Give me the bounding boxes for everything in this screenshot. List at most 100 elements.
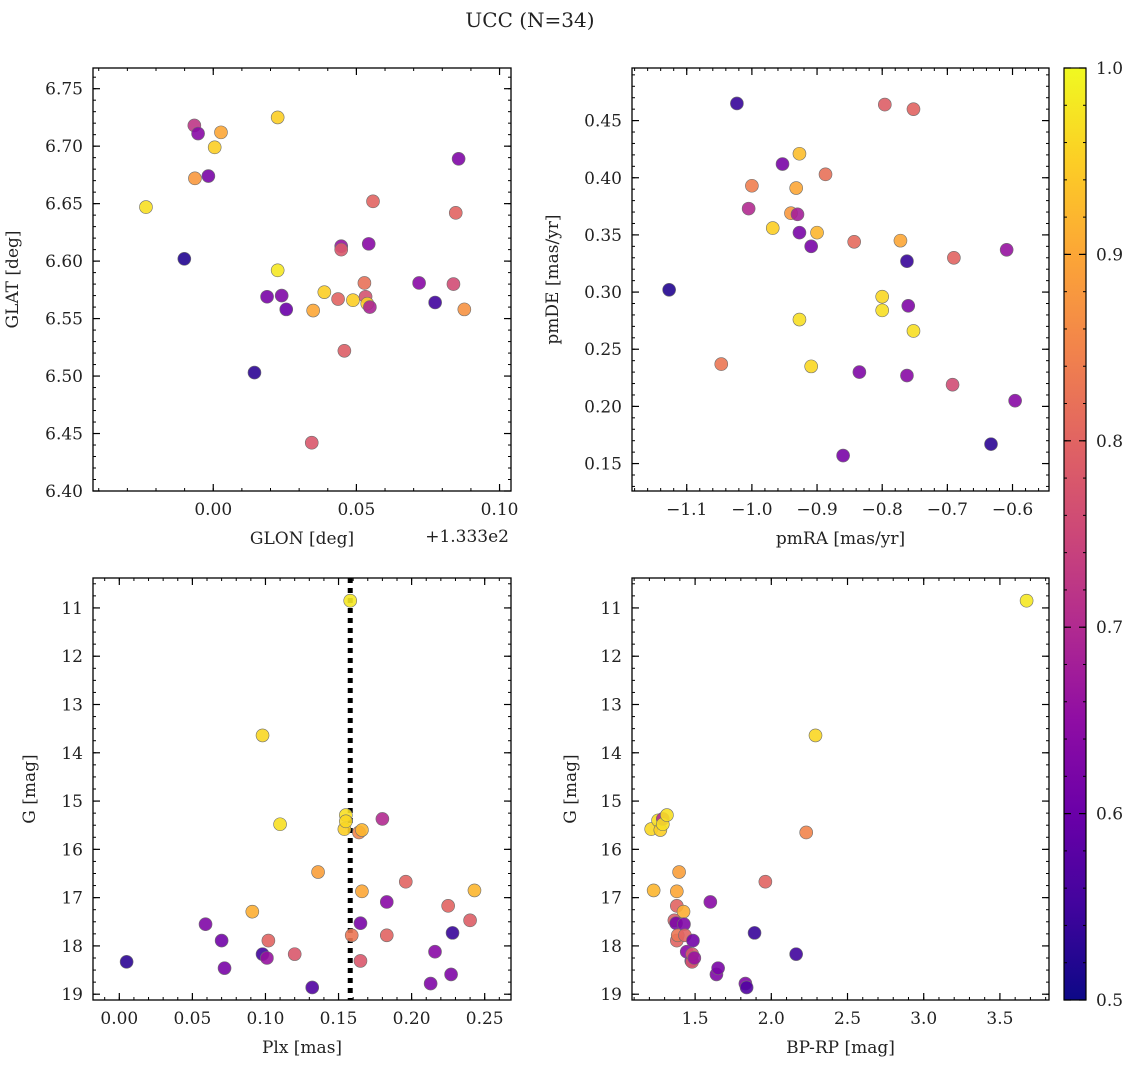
- x-tick-label: 1.5: [682, 1009, 709, 1029]
- y-tick-label: 6.40: [45, 482, 83, 502]
- data-point: [445, 926, 460, 940]
- y-tick-label: 0.45: [584, 112, 622, 132]
- x-tick-label: 0.10: [247, 1009, 285, 1029]
- data-point: [747, 926, 762, 940]
- data-point: [730, 96, 744, 111]
- y-tick-label: 13: [600, 696, 622, 716]
- data-point: [188, 171, 202, 186]
- x-tick-label: −0.6: [992, 500, 1033, 520]
- data-point: [446, 277, 461, 291]
- data-point: [363, 300, 377, 314]
- y-tick-label: 11: [61, 599, 83, 619]
- panel-pmra-pmde: −1.1 −1.0 −0.9 −0.8 −0.7 −0.6 0.15 0.20 0.25 0.30…: [543, 67, 1050, 549]
- data-point: [119, 955, 134, 969]
- data-point: [270, 263, 285, 278]
- data-point: [875, 303, 890, 318]
- data-point: [379, 895, 394, 909]
- data-point: [875, 289, 890, 304]
- x-tick-label: 2.5: [834, 1009, 861, 1029]
- y-axis-label: G [mag]: [561, 754, 581, 823]
- data-point: [901, 298, 916, 313]
- data-point: [217, 961, 232, 975]
- data-point: [191, 126, 205, 141]
- y-tick-label: 0.30: [584, 283, 622, 303]
- x-tick-label: 0.00: [194, 500, 232, 520]
- colorbar: 0.5 0.6 0.7 0.8 0.9 1.0: [1063, 59, 1123, 1011]
- data-point: [260, 289, 274, 304]
- data-point: [375, 812, 390, 826]
- data-point: [306, 303, 320, 318]
- x-axis-label: GLON [deg]: [250, 529, 354, 549]
- data-point: [792, 146, 807, 161]
- y-tick-label: 0.25: [584, 340, 622, 360]
- data-point: [687, 951, 702, 965]
- colorbar-tick-label: 0.5: [1096, 991, 1123, 1011]
- x-tick-label: 3.5: [986, 1009, 1013, 1029]
- data-point: [331, 292, 345, 306]
- data-point: [245, 904, 260, 919]
- y-tick-label: 16: [61, 840, 83, 860]
- data-point: [337, 343, 352, 358]
- x-tick-label: 0.20: [393, 1009, 431, 1029]
- x-tick-label: −1.0: [731, 500, 772, 520]
- x-tick-label: 0.05: [337, 500, 375, 520]
- y-axis-label: pmDE [mas/yr]: [543, 214, 563, 344]
- data-point: [741, 201, 756, 216]
- x-tick-label: −0.9: [796, 500, 837, 520]
- data-point: [451, 152, 466, 166]
- data-point: [344, 928, 359, 943]
- colorbar-gradient: [1063, 67, 1087, 1001]
- data-point: [139, 200, 153, 214]
- data-point: [818, 167, 833, 182]
- data-point: [457, 302, 472, 317]
- data-point: [366, 194, 380, 209]
- data-point: [945, 377, 960, 392]
- data-point: [361, 237, 376, 251]
- y-tick-label: 6.60: [45, 252, 83, 272]
- y-tick-label: 6.45: [45, 425, 83, 445]
- data-point: [847, 234, 861, 249]
- y-tick-label: 15: [61, 792, 83, 812]
- suptitle: UCC (N=34): [465, 8, 594, 32]
- data-point: [448, 206, 463, 220]
- data-point: [790, 207, 805, 222]
- data-point: [423, 976, 438, 991]
- data-point: [906, 102, 921, 116]
- y-tick-label: 19: [600, 985, 622, 1005]
- y-tick-label: 0.15: [584, 455, 622, 475]
- y-axis-label: G [mag]: [20, 754, 40, 823]
- y-tick-label: 18: [600, 937, 622, 957]
- data-point: [255, 728, 270, 743]
- data-point: [878, 97, 892, 112]
- y-tick-label: 6.50: [45, 367, 83, 387]
- data-point: [355, 823, 369, 837]
- data-point: [660, 808, 674, 822]
- y-tick-label: 17: [600, 889, 622, 909]
- data-point: [198, 917, 213, 931]
- x-tick-label: 3.0: [910, 1009, 937, 1029]
- data-point: [177, 252, 192, 266]
- data-point: [247, 365, 262, 380]
- y-tick-label: 18: [61, 937, 83, 957]
- y-tick-label: 17: [61, 889, 83, 909]
- data-point: [799, 825, 814, 840]
- data-point: [686, 933, 700, 948]
- data-point: [412, 276, 426, 290]
- colorbar-tick-label: 0.7: [1096, 618, 1123, 638]
- x-tick-label: −1.1: [666, 500, 707, 520]
- y-tick-label: 0.20: [584, 397, 622, 417]
- data-point: [334, 242, 349, 257]
- data-point: [789, 947, 803, 961]
- data-point: [463, 913, 477, 928]
- data-point: [201, 169, 216, 183]
- y-tick-label: 16: [600, 840, 622, 860]
- x-tick-label: 2.0: [758, 1009, 785, 1029]
- x-tick-label: −0.8: [862, 500, 903, 520]
- data-point: [893, 233, 908, 248]
- y-tick-label: 6.55: [45, 310, 83, 330]
- data-point: [311, 865, 325, 879]
- data-point: [467, 883, 482, 898]
- y-tick-label: 11: [600, 599, 622, 619]
- colorbar-tick-label: 1.0: [1096, 59, 1123, 79]
